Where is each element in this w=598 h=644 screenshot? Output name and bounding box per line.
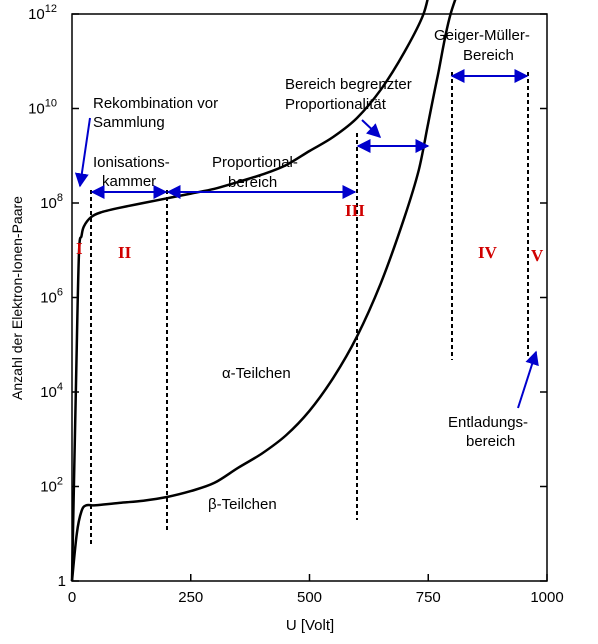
x-tick-label: 750 [416,589,441,606]
region-numeral-5: V [531,246,544,265]
curves [70,0,457,582]
annotation-geiger-2: Bereich [463,47,514,64]
annotation-arrows [74,69,539,409]
annotation-ionisation-1: Ionisations- [93,154,170,171]
region-dividers [90,72,529,545]
annotation-rekombination-2: Sammlung [93,114,165,131]
y-tick-label: 102 [40,476,63,496]
y-tick-label: 1010 [28,98,57,118]
x-axis-label: U [Volt] [286,617,334,634]
region-numeral-4: IV [478,243,498,262]
curve-label-alpha: α-Teilchen [222,365,291,382]
region-numeral-3: III [345,201,365,220]
arrow-entladung [517,350,539,409]
annotation-begrenzt-1: Bereich begrenzter [285,76,412,93]
y-tick-label: 106 [40,287,63,307]
beta-curve [70,0,457,582]
y-tick-label: 108 [40,192,63,212]
y-tick-label: 1012 [28,3,57,23]
x-tick-label: 1000 [530,589,563,606]
x-tick-label: 0 [68,589,76,606]
arrow-rekombination [74,117,91,188]
curve-label-beta: β-Teilchen [208,496,277,513]
y-axis-label: Anzahl der Elektron-Ionen-Paare [9,196,25,400]
region-numeral-1: I [76,239,83,258]
annotation-proportional-2: bereich [228,174,277,191]
y-tick-label: 104 [40,381,63,401]
annotation-begrenzt-2: Proportionalität [285,96,387,113]
annotation-entladung-2: bereich [466,433,515,450]
annotation-ionisation-2: kammer [102,173,156,190]
region-numeral-2: II [118,243,132,262]
alpha-curve [70,0,429,582]
annotation-geiger-1: Geiger-Müller- [434,27,530,44]
y-tick-label: 1 [58,573,66,590]
annotation-entladung-1: Entladungs- [448,414,528,431]
annotation-rekombination-1: Rekombination vor [93,95,218,112]
x-tick-label: 250 [178,589,203,606]
x-tick-label: 500 [297,589,322,606]
annotation-proportional-1: Proportional- [212,154,298,171]
axis-ticks: 0 250 500 750 1000 1 102 104 106 108 1010 1012 [28,3,564,606]
arrow-begrenzt-pointer [361,119,382,138]
